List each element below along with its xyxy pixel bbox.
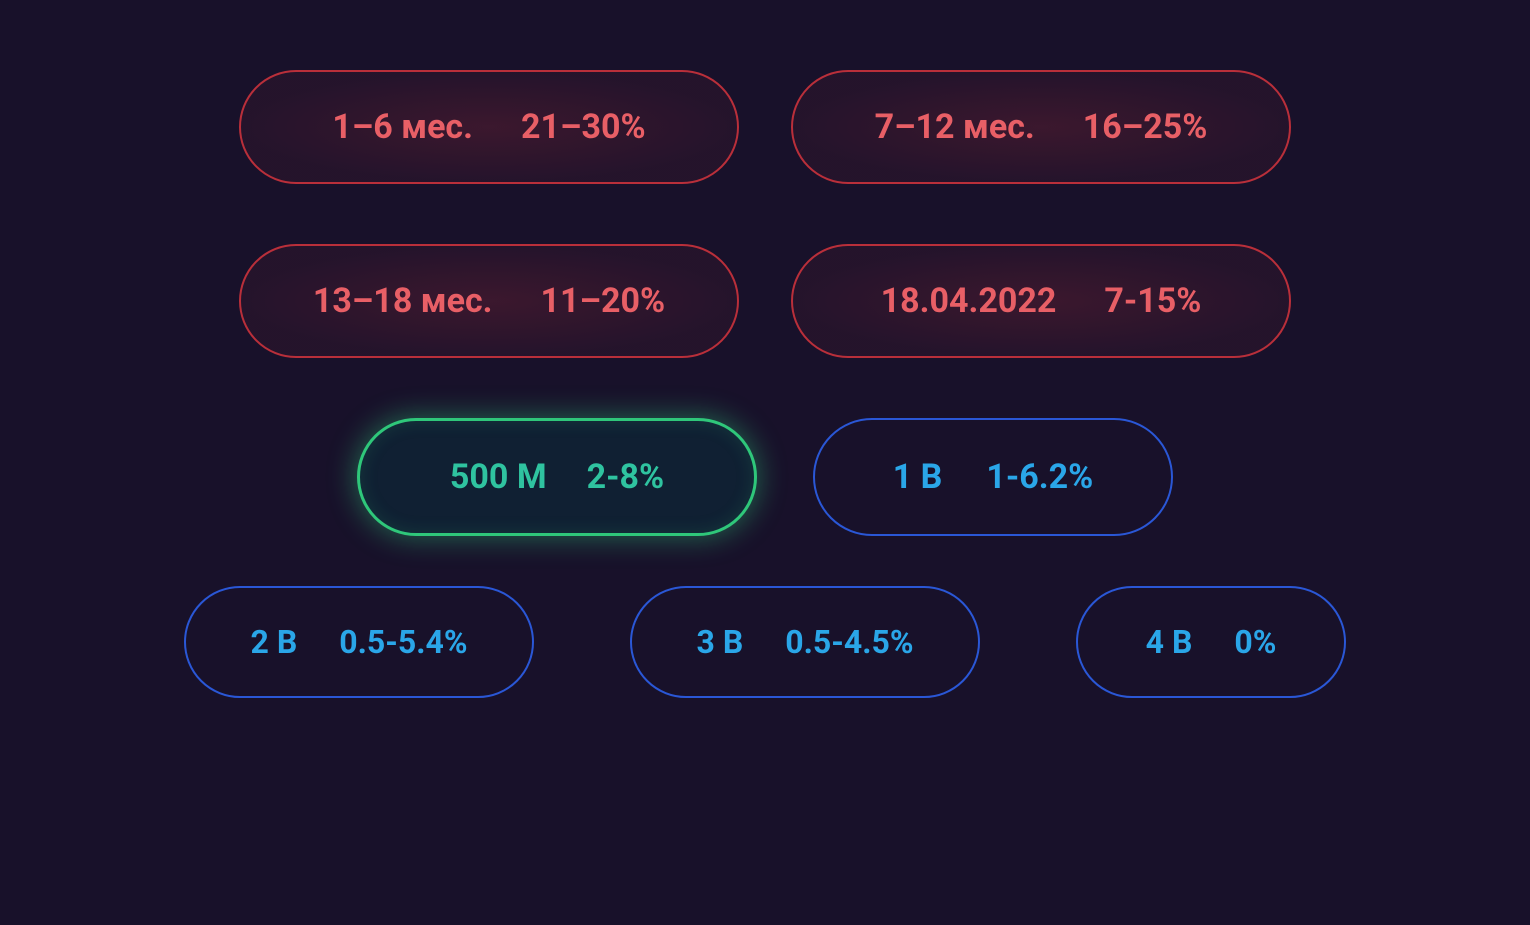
pill-value: 21–30% — [521, 107, 646, 147]
period-pill: 18.04.2022 7-15% — [791, 244, 1291, 358]
pill-value: 16–25% — [1083, 107, 1208, 147]
pill-row-2: 13–18 мес. 11–20% 18.04.2022 7-15% — [213, 244, 1317, 358]
period-pill: 7–12 мес. 16–25% — [791, 70, 1291, 184]
pill-value: 0.5-4.5% — [785, 623, 913, 661]
milestone-pill: 2 B 0.5-5.4% — [184, 586, 534, 698]
pill-label: 18.04.2022 — [881, 281, 1057, 321]
pill-value: 1-6.2% — [986, 457, 1093, 497]
pill-row-1: 1–6 мес. 21–30% 7–12 мес. 16–25% — [213, 70, 1317, 184]
pill-label: 2 B — [251, 623, 298, 661]
pill-label: 500 M — [450, 457, 547, 497]
pill-row-3: 500 M 2-8% 1 B 1-6.2% — [329, 418, 1201, 536]
pill-value: 2-8% — [587, 457, 665, 497]
pill-value: 11–20% — [541, 281, 666, 321]
period-pill: 1–6 мес. 21–30% — [239, 70, 739, 184]
pill-label: 4 B — [1146, 623, 1193, 661]
milestone-pill: 3 B 0.5-4.5% — [630, 586, 980, 698]
milestone-pill: 1 B 1-6.2% — [813, 418, 1173, 536]
pill-label: 3 B — [697, 623, 744, 661]
infographic-stage: 1–6 мес. 21–30% 7–12 мес. 16–25% 13–18 м… — [0, 0, 1530, 925]
period-pill: 13–18 мес. 11–20% — [239, 244, 739, 358]
pill-value: 0% — [1234, 623, 1276, 661]
pill-row-4: 2 B 0.5-5.4% 3 B 0.5-4.5% 4 B 0% — [136, 586, 1394, 698]
pill-label: 1 B — [893, 457, 943, 497]
pill-value: 7-15% — [1104, 281, 1201, 321]
milestone-pill-highlighted: 500 M 2-8% — [357, 418, 757, 536]
pill-label: 7–12 мес. — [875, 107, 1035, 147]
milestone-pill: 4 B 0% — [1076, 586, 1346, 698]
pill-value: 0.5-5.4% — [339, 623, 467, 661]
pill-label: 13–18 мес. — [313, 281, 493, 321]
pill-label: 1–6 мес. — [332, 107, 473, 147]
